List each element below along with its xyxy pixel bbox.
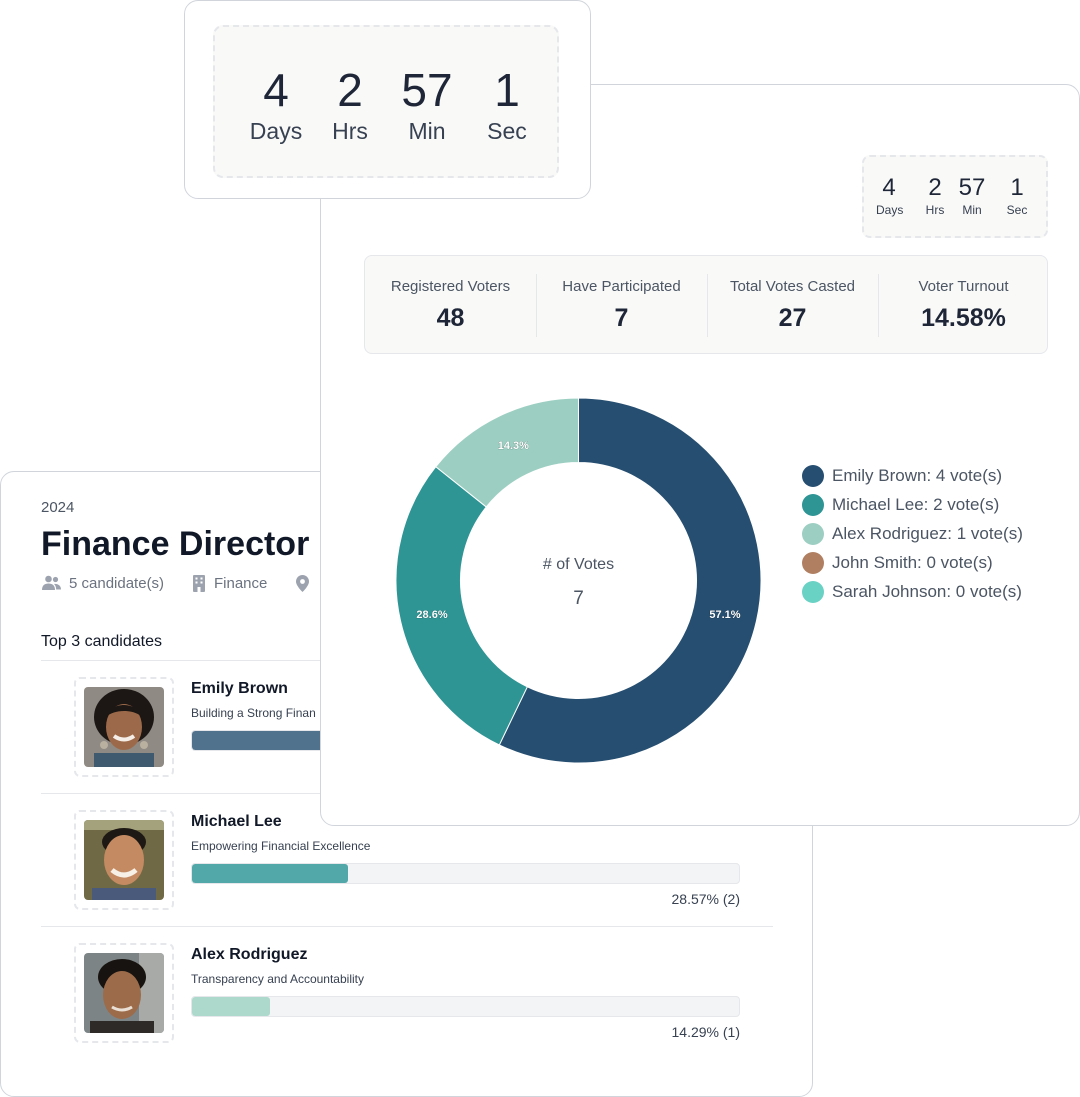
stat-have-participated: Have Participated 7 <box>536 256 707 355</box>
legend-swatch <box>802 494 824 516</box>
vote-progress-fill <box>192 997 271 1016</box>
vote-progress-fill <box>192 864 349 883</box>
candidate-count: 5 candidate(s) <box>42 573 164 593</box>
countdown-seconds: 1 Sec <box>483 67 531 145</box>
stats-summary: Registered Voters 48 Have Participated 7… <box>364 255 1048 354</box>
candidate-photo-frame <box>74 677 174 777</box>
position-title: Finance Director <box>41 525 310 563</box>
stat-label: Voter Turnout <box>918 278 1009 295</box>
candidate-name: Emily Brown <box>191 680 288 697</box>
stat-label: Registered Voters <box>390 278 511 295</box>
candidate-count-label: 5 candidate(s) <box>69 574 165 592</box>
votes-donut-chart: 57.1% 28.6% 14.3% # of Votes 7 <box>395 397 762 764</box>
mini-countdown-minutes: 57 Min <box>956 174 988 218</box>
stat-total-votes: Total Votes Casted 27 <box>707 256 878 355</box>
candidate-name: Alex Rodriguez <box>191 946 308 963</box>
legend-swatch <box>802 465 824 487</box>
seconds-value: 1 <box>494 64 520 116</box>
mini-days-value: 4 <box>882 174 896 201</box>
stat-value: 27 <box>778 304 807 332</box>
stat-value: 14.58% <box>921 304 1006 332</box>
department-label: Finance <box>214 574 268 592</box>
hours-label: Hrs <box>332 118 368 144</box>
countdown-hours: 2 Hrs <box>326 67 374 145</box>
mini-countdown-days: 4 Days <box>876 174 904 218</box>
legend-item-john-smith[interactable]: John Smith: 0 vote(s) <box>802 551 1062 575</box>
legend-label: Michael Lee: 2 vote(s) <box>832 495 1000 514</box>
mini-minutes-label: Min <box>962 203 982 217</box>
building-icon <box>193 574 205 592</box>
candidate-row-michael-lee: Michael Lee Empowering Financial Excelle… <box>41 794 773 926</box>
candidate-photo <box>84 687 164 767</box>
legend-swatch <box>802 552 824 574</box>
countdown-minutes: 57 Min <box>394 67 460 145</box>
days-label: Days <box>249 118 303 144</box>
mini-minutes-value: 57 <box>958 174 986 201</box>
candidate-photo <box>84 953 164 1033</box>
mini-hours-value: 2 <box>928 174 942 201</box>
mini-countdown: 4 Days 2 Hrs 57 Min 1 Sec <box>862 155 1048 238</box>
donut-slice-michael-lee[interactable] <box>395 466 528 746</box>
hours-value: 2 <box>337 64 363 116</box>
legend-item-sarah-johnson[interactable]: Sarah Johnson: 0 vote(s) <box>802 580 1062 604</box>
countdown-card: 4 Days 2 Hrs 57 Min 1 Sec <box>184 0 591 199</box>
donut-slice-alex-rodriguez[interactable] <box>435 397 579 508</box>
mini-seconds-label: Sec <box>1006 203 1028 217</box>
candidate-name: Michael Lee <box>191 813 282 830</box>
mini-seconds-value: 1 <box>1010 174 1024 201</box>
candidate-slogan: Transparency and Accountability <box>191 972 364 986</box>
donut-slice-label: 28.6% <box>416 609 447 621</box>
top-candidates-label: Top 3 candidates <box>41 633 162 650</box>
candidate-photo-frame <box>74 943 174 1043</box>
stat-label: Have Participated <box>562 278 681 295</box>
countdown: 4 Days 2 Hrs 57 Min 1 Sec <box>213 25 559 178</box>
divider <box>41 926 773 927</box>
vote-percent: 28.57% (2) <box>671 891 740 907</box>
seconds-label: Sec <box>487 118 527 144</box>
stat-voter-turnout: Voter Turnout 14.58% <box>878 256 1049 355</box>
position-year: 2024 <box>41 499 75 516</box>
days-value: 4 <box>263 64 289 116</box>
users-icon <box>42 575 61 590</box>
candidate-slogan: Empowering Financial Excellence <box>191 839 371 853</box>
legend-item-emily-brown[interactable]: Emily Brown: 4 vote(s) <box>802 464 1062 488</box>
minutes-value: 57 <box>401 64 453 116</box>
stat-value: 48 <box>436 304 465 332</box>
mini-days-label: Days <box>876 203 904 217</box>
mini-hours-label: Hrs <box>925 203 945 217</box>
vote-progress-bar <box>191 996 740 1017</box>
legend-item-alex-rodriguez[interactable]: Alex Rodriguez: 1 vote(s) <box>802 522 1062 546</box>
donut-slice-emily-brown[interactable] <box>498 397 762 764</box>
legend-swatch <box>802 523 824 545</box>
candidate-slogan: Building a Strong Finan <box>191 706 316 720</box>
mini-countdown-hours: 2 Hrs <box>920 174 950 218</box>
candidate-photo <box>84 820 164 900</box>
mini-countdown-seconds: 1 Sec <box>1002 174 1032 218</box>
stat-label: Total Votes Casted <box>729 278 856 295</box>
donut-slice-label: 57.1% <box>709 609 740 621</box>
minutes-label: Min <box>408 118 446 144</box>
vote-progress-bar <box>191 863 740 884</box>
donut-slice-label: 14.3% <box>498 440 529 452</box>
donut-center-label: # of Votes <box>543 556 614 573</box>
stat-registered-voters: Registered Voters 48 <box>365 256 536 355</box>
stat-value: 7 <box>614 304 629 332</box>
legend-swatch <box>802 581 824 603</box>
legend-label: Emily Brown: 4 vote(s) <box>832 466 1003 485</box>
legend-label: Sarah Johnson: 0 vote(s) <box>832 582 1022 601</box>
legend-item-michael-lee[interactable]: Michael Lee: 2 vote(s) <box>802 493 1062 517</box>
legend-label: John Smith: 0 vote(s) <box>832 553 993 572</box>
results-card: 4 Days 2 Hrs 57 Min 1 Sec Registered Vot… <box>320 84 1080 826</box>
department: Finance <box>192 573 267 593</box>
candidate-row-alex-rodriguez: Alex Rodriguez Transparency and Accounta… <box>41 927 773 1059</box>
countdown-days: 4 Days <box>241 67 311 145</box>
legend-label: Alex Rodriguez: 1 vote(s) <box>832 524 1023 543</box>
donut-center-value: 7 <box>573 588 584 609</box>
vote-percent: 14.29% (1) <box>671 1024 740 1040</box>
candidate-photo-frame <box>74 810 174 910</box>
map-pin-icon <box>296 574 309 592</box>
